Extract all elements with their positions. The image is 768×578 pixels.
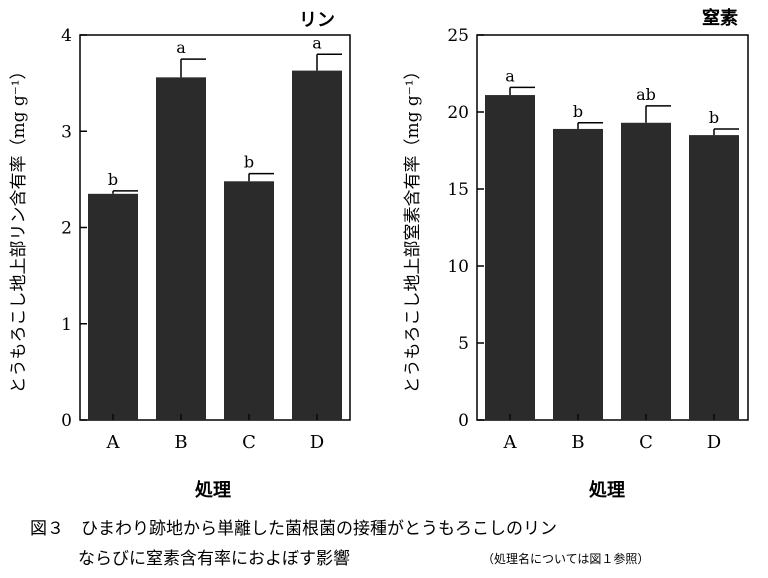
nitrogen-y-tick-label: 15: [447, 180, 469, 200]
nitrogen-y-tick-label: 20: [447, 103, 469, 123]
phosphorus-bar: [292, 70, 342, 421]
phosphorus-bar: [88, 193, 138, 420]
nitrogen-significance-letter: a: [505, 66, 515, 85]
nitrogen-y-axis-label: とうもろこし地上部窒素含有率（mg g⁻¹）: [403, 62, 423, 393]
phosphorus-x-tick-label: B: [174, 432, 187, 453]
nitrogen-bar: [689, 135, 739, 420]
phosphorus-x-tick-label: D: [310, 432, 324, 453]
nitrogen-x-tick-label: D: [707, 432, 721, 453]
nitrogen-plot-frame: [476, 34, 749, 421]
nitrogen-significance-letter: ab: [636, 85, 656, 104]
nitrogen-y-tick-label: 10: [447, 257, 469, 277]
nitrogen-bar: [621, 122, 671, 420]
nitrogen-bar: [553, 128, 603, 420]
phosphorus-significance-letter: b: [108, 170, 118, 189]
caption-note: （処理名については図１参照）: [482, 552, 650, 566]
phosphorus-significance-letter: b: [244, 153, 254, 172]
phosphorus-y-tick-label: 1: [61, 315, 72, 335]
nitrogen-y-tick-label: 25: [447, 26, 469, 46]
phosphorus-y-tick-label: 3: [61, 122, 72, 142]
phosphorus-bar: [156, 77, 206, 420]
nitrogen-x-tick-label: A: [503, 432, 518, 453]
nitrogen-panel-title: 窒素: [702, 7, 738, 29]
phosphorus-bar: [224, 181, 274, 420]
phosphorus-x-axis-label: 処理: [195, 479, 231, 501]
caption-line-1: 図３ ひまわり跡地から単離した菌根菌の接種がとうもろこしのリン: [30, 519, 557, 539]
phosphorus-x-tick-label: A: [106, 432, 121, 453]
nitrogen-y-tick-label: 0: [458, 411, 469, 431]
phosphorus-y-tick-label: 0: [61, 411, 72, 431]
caption-line-2: ならびに窒素含有率におよぼす影響: [78, 549, 350, 569]
nitrogen-bar: [485, 95, 535, 420]
nitrogen-x-tick-label: C: [639, 432, 653, 453]
phosphorus-y-tick-label: 4: [61, 26, 72, 46]
nitrogen-y-tick-label: 5: [458, 334, 469, 354]
nitrogen-significance-letter: b: [573, 102, 583, 121]
phosphorus-x-tick-label: C: [242, 432, 256, 453]
nitrogen-significance-letter: b: [709, 108, 719, 127]
phosphorus-panel-title: リン: [299, 10, 335, 31]
nitrogen-x-tick-label: B: [571, 432, 584, 453]
phosphorus-y-tick-label: 2: [61, 219, 72, 239]
nitrogen-x-axis-label: 処理: [589, 479, 625, 501]
phosphorus-significance-letter: a: [312, 33, 322, 52]
phosphorus-significance-letter: a: [176, 38, 186, 57]
phosphorus-y-axis-label: とうもろこし地上部リン含有率（mg g⁻¹）: [9, 62, 29, 393]
